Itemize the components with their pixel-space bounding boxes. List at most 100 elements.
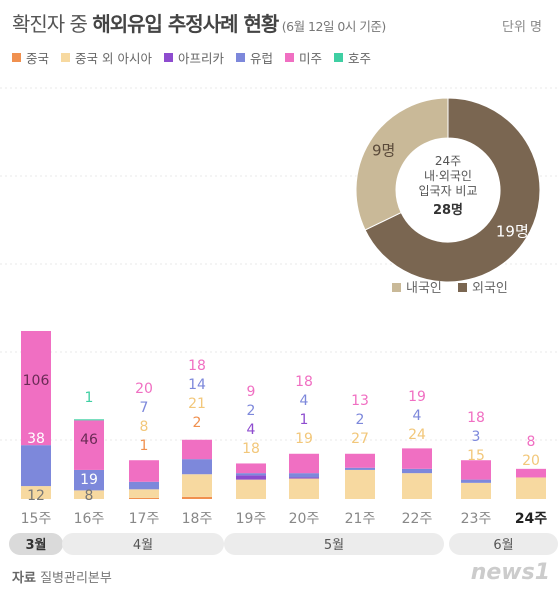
data-label: 19 [295,431,313,447]
data-label: 18 [467,410,485,426]
bar-segment [516,468,546,478]
news1-logo: news1 [470,560,550,585]
bar-segment [129,460,159,482]
legend-swatch [12,53,21,62]
bar-segment [345,453,375,468]
bar-segment [345,467,375,470]
center-text: 내·외국인 [424,169,472,183]
center-text: 24주 [435,154,461,168]
data-label: 38 [27,431,45,447]
data-label: 13 [351,393,369,409]
data-label: 8 [140,419,149,435]
legend-swatch [235,53,245,62]
bar-segment [461,460,491,480]
data-label: 14 [188,377,206,393]
legend-swatch [163,53,173,62]
data-label: 46 [80,432,98,448]
bar-segment [402,448,432,469]
data-label: 7 [140,400,149,416]
data-label: 20 [522,453,540,469]
legend-item-other-asia: 중국 외 아시아 [61,48,152,67]
bar-segment [461,482,491,499]
data-label: 2 [193,415,202,431]
bar-segment [289,477,319,479]
month-pill [62,533,224,555]
bar-segment [345,469,375,499]
data-label: 18 [242,441,260,457]
unit-label: 단위 명 [501,20,542,35]
donut-legend-label: 내국인 [406,281,442,296]
data-label: 4 [300,393,309,409]
bar-segment [74,419,104,421]
month-label: 5월 [324,538,344,553]
source-note: 자료 질병관리본부 [12,571,112,586]
legend-item-china: 중국 [12,48,49,67]
category-label: 23주 [461,511,492,527]
month-label: 4월 [133,538,153,553]
bar-segment [461,479,491,483]
bar-segment [182,474,212,497]
category-label: 22주 [402,511,433,527]
slice-label: 9명 [372,142,395,160]
bar-segment [21,486,51,499]
data-label: 15 [467,448,485,464]
center-total: 28명 [433,202,463,218]
bar-segment [74,490,104,499]
data-label: 2 [356,412,365,428]
category-label: 18주 [182,511,213,527]
data-label: 1 [85,390,94,406]
data-label: 18 [188,358,206,374]
slice-label: 19명 [496,222,529,240]
pie-slice [355,97,449,231]
bar-segment [21,330,51,446]
category-label: 19주 [236,511,267,527]
bar-segment [236,479,266,499]
data-label: 12 [27,488,45,504]
data-label: 8 [85,488,94,504]
bar-segment [402,473,432,499]
data-label: 1 [300,412,309,428]
legend: 중국 중국 외 아시아 아프리카 유럽 미주 호주 [12,48,371,67]
legend-item-americas: 미주 [285,48,322,67]
bar-segment [182,459,212,475]
month-pill [9,533,63,555]
bar-segment [236,463,266,474]
bar-segment [129,497,159,499]
bar-segment [236,475,266,480]
legend-item-europe: 유럽 [235,48,273,67]
bar-segment [129,481,159,490]
data-label: 1 [140,438,149,454]
donut-legend-label: 외국인 [472,281,508,296]
data-label: 9 [247,384,256,400]
bar-segment [236,473,266,476]
pie-slice [364,97,541,283]
legend-item-australia: 호주 [334,48,371,67]
data-label: 4 [413,408,422,424]
data-label: 18 [295,374,313,390]
data-label: 27 [351,431,369,447]
category-label: 21주 [345,511,376,527]
center-text: 입국자 비교 [418,184,477,198]
legend-swatch [61,53,71,62]
bar-segment [182,439,212,460]
bar-segment [402,468,432,474]
legend-swatch [334,53,344,62]
category-label: 15주 [21,511,52,527]
bar-segment [129,489,159,498]
legend-swatch [285,53,294,62]
category-label: 17주 [129,511,160,527]
data-label: 2 [247,403,256,419]
bar-segment [289,453,319,474]
donut-legend-swatch [392,283,401,292]
bar-segment [289,473,319,478]
data-label: 20 [135,381,153,397]
bar-segment [289,478,319,499]
chart-title: 확진자 중 해외유입 추정사례 현황 (6월 12일 0시 기준) [12,12,386,36]
month-pill [224,533,444,555]
data-label: 3 [472,429,481,445]
bar-segment [21,445,51,487]
month-label: 3월 [25,537,46,553]
legend-item-africa: 아프리카 [163,48,224,67]
bar-segment [74,469,104,491]
